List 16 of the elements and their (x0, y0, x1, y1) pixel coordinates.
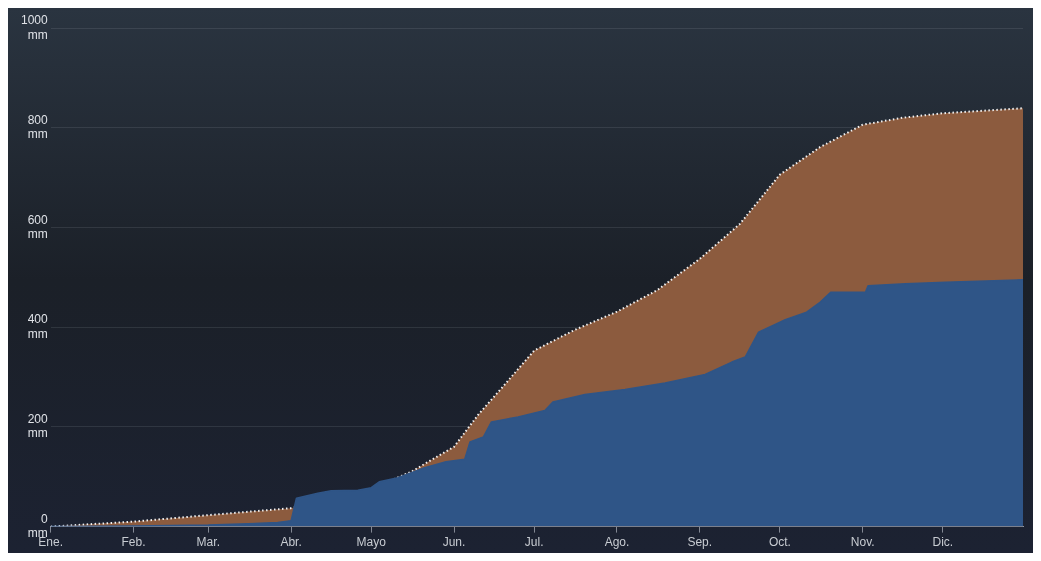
y-tick-label: 1000 mm (20, 13, 49, 42)
y-tick-label: 800 mm (27, 112, 49, 142)
x-tick-label: Nov. (850, 535, 875, 550)
x-tick-label: Sep. (687, 535, 713, 550)
x-tick-label: Jun. (442, 535, 466, 550)
x-tick-label: Dic. (932, 535, 954, 550)
x-tick-label: Feb. (121, 535, 146, 550)
x-tick-label: Ago. (604, 535, 630, 550)
x-tick-label: Mayo (356, 535, 387, 550)
y-tick-label: 400 mm (27, 312, 49, 341)
y-tick-label: 200 mm (27, 411, 49, 441)
x-tick-label: Oct. (768, 535, 791, 550)
x-tick-label: Abr. (280, 535, 302, 550)
x-tick-label: Mar. (196, 535, 220, 550)
x-tick-label: Jul. (524, 535, 544, 550)
y-tick-label: 600 mm (27, 212, 49, 241)
